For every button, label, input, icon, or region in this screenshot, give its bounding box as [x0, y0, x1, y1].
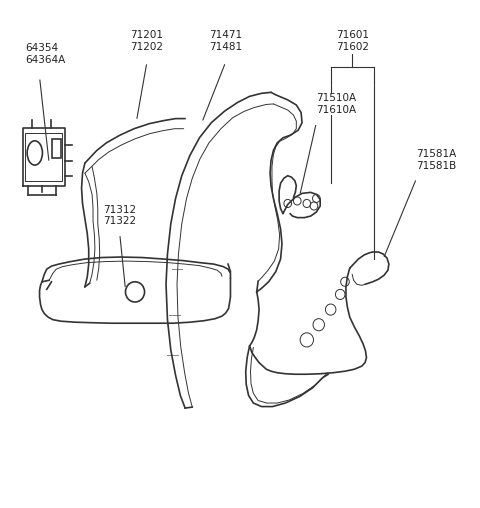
- Text: 71312
71322: 71312 71322: [103, 205, 136, 226]
- Bar: [52, 139, 61, 158]
- Text: 71510A
71610A: 71510A 71610A: [316, 93, 357, 115]
- Text: 71471
71481: 71471 71481: [209, 30, 242, 52]
- Text: 64354
64364A: 64354 64364A: [25, 43, 65, 65]
- Text: 71581A
71581B: 71581A 71581B: [417, 149, 457, 171]
- Text: 71601
71602: 71601 71602: [336, 30, 369, 52]
- Text: 71201
71202: 71201 71202: [131, 30, 164, 52]
